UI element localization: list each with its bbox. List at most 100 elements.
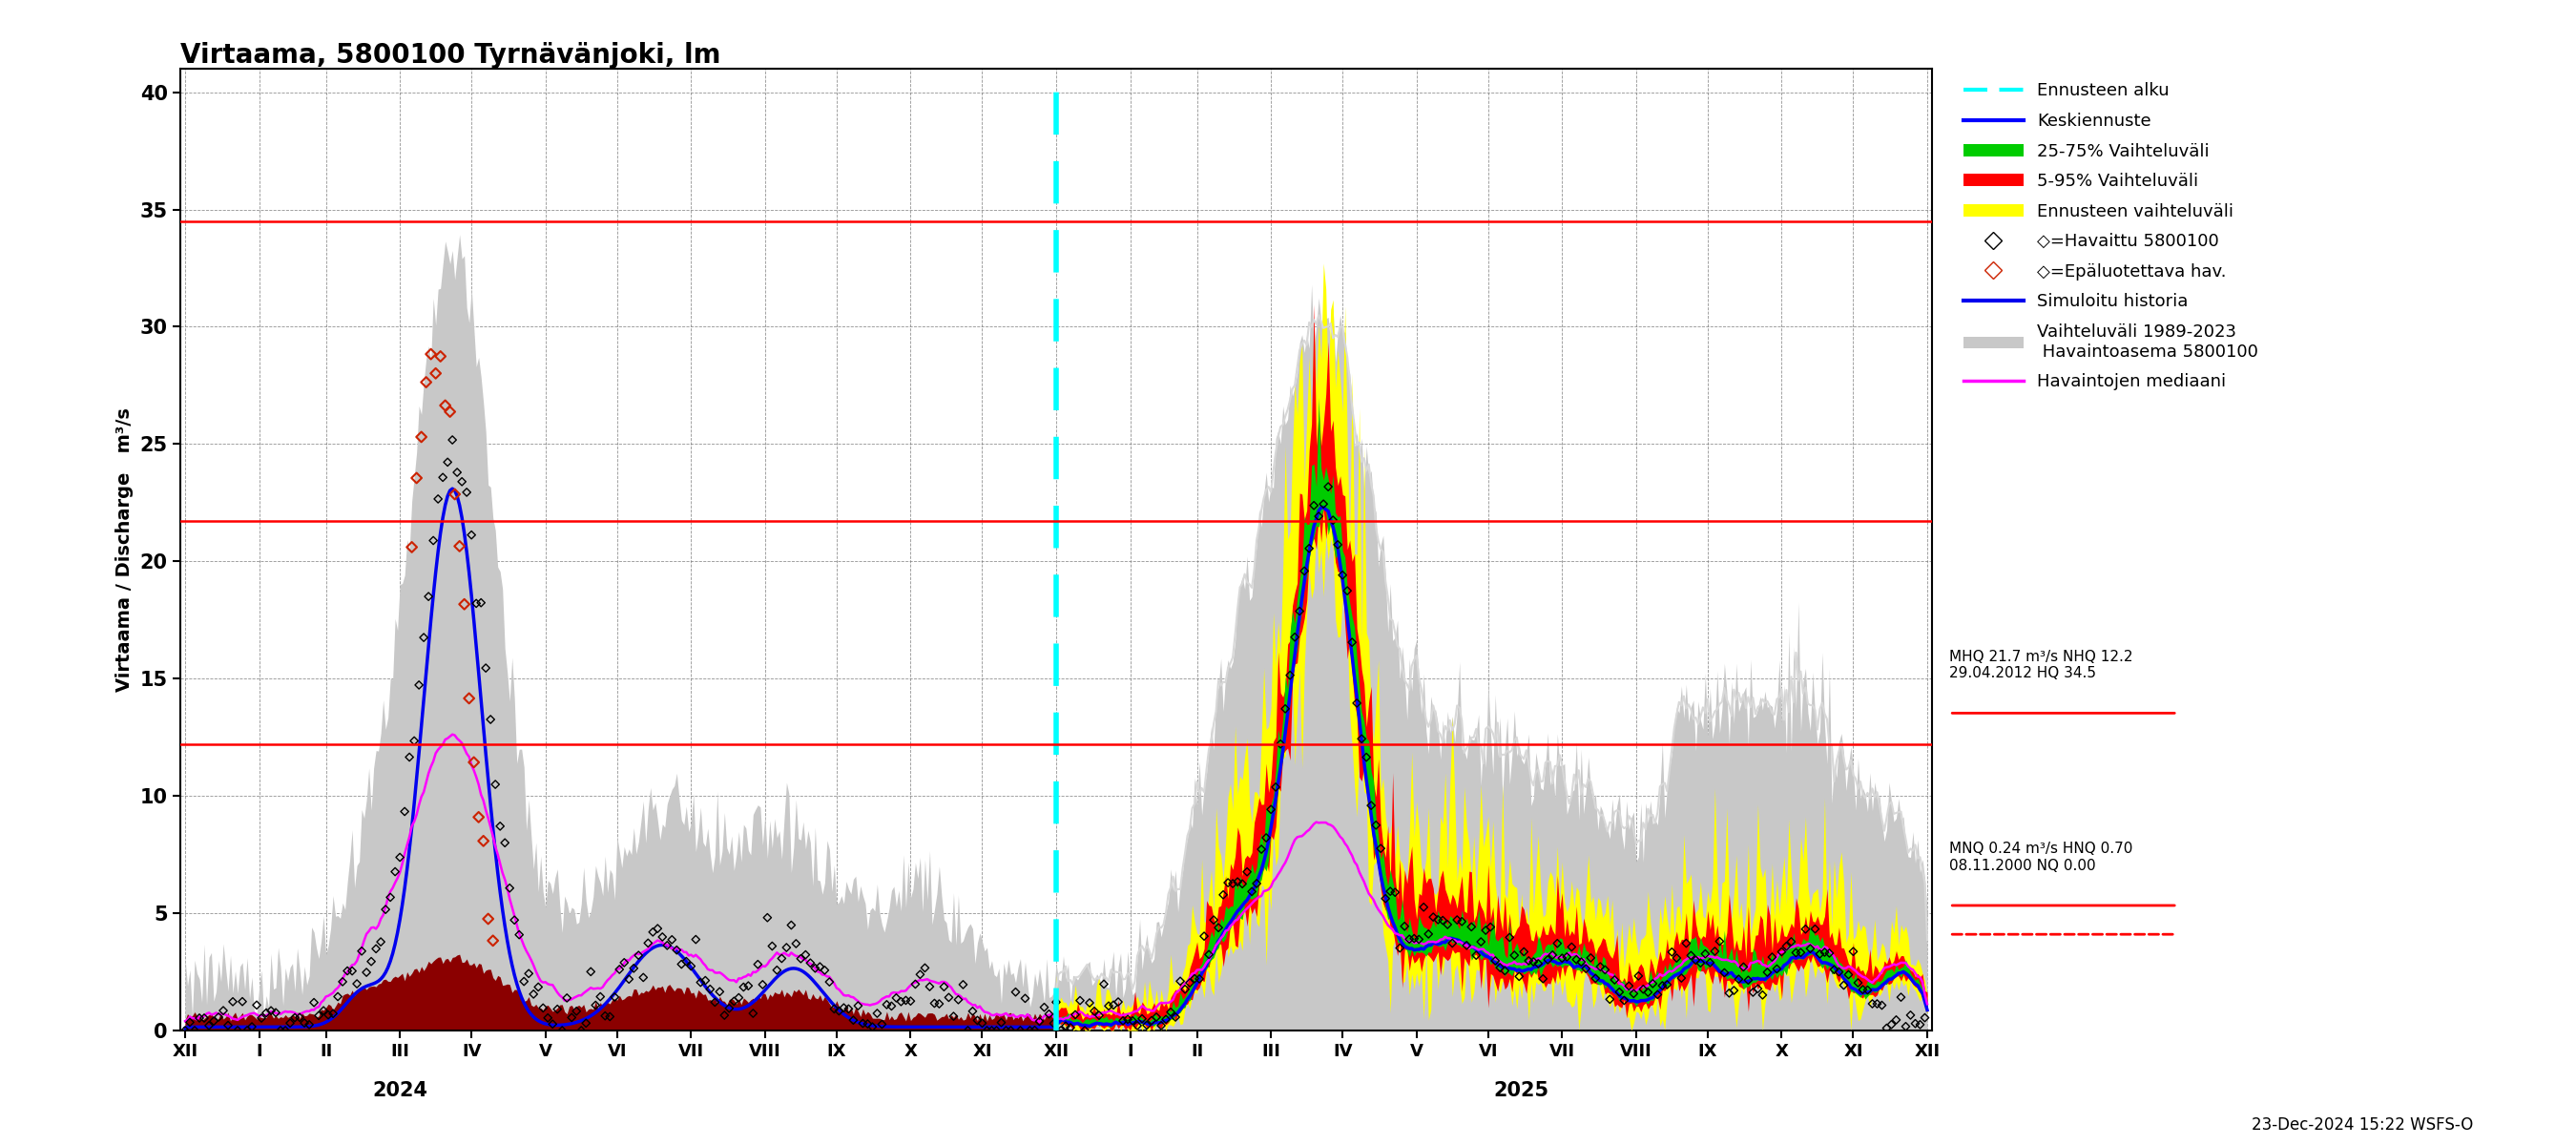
Point [1041, 1021, 1082, 1040]
Point [595, 988, 636, 1006]
Point [1847, 981, 1888, 1000]
Point [245, 1004, 286, 1022]
Point [1546, 948, 1587, 966]
Point [747, 908, 788, 926]
Point [317, 987, 358, 1005]
Point [858, 1004, 899, 1022]
Point [260, 1021, 301, 1040]
Point [1311, 511, 1352, 529]
Point [708, 1000, 750, 1018]
Point [876, 989, 917, 1008]
Point [1450, 917, 1492, 935]
Point [1680, 954, 1721, 972]
Point [1600, 982, 1641, 1001]
Point [714, 992, 755, 1010]
Point [837, 996, 878, 1014]
Point [433, 431, 474, 449]
Point [636, 919, 677, 938]
Point [1471, 918, 1512, 937]
Point [1667, 934, 1708, 953]
Point [443, 595, 484, 614]
Point [428, 453, 469, 472]
Point [809, 973, 850, 992]
Point [1875, 1011, 1917, 1029]
Point [1064, 1021, 1105, 1040]
Point [1517, 955, 1558, 973]
Point [1146, 1010, 1188, 1028]
Point [1690, 954, 1731, 972]
Point [680, 973, 721, 992]
Point [1087, 997, 1128, 1016]
Point [1182, 927, 1224, 946]
Point [1270, 666, 1311, 685]
Point [1473, 951, 1515, 970]
Point [1780, 943, 1821, 962]
Point [989, 1021, 1030, 1040]
Text: 23-Dec-2024 15:22 WSFS-O: 23-Dec-2024 15:22 WSFS-O [2251, 1116, 2473, 1134]
Point [278, 1009, 319, 1027]
Point [603, 954, 644, 972]
Point [1010, 1021, 1051, 1040]
Point [618, 946, 659, 964]
Point [312, 1004, 353, 1022]
Point [698, 982, 739, 1001]
Point [1623, 980, 1664, 998]
Point [757, 961, 799, 979]
Point [175, 1021, 216, 1040]
Point [1242, 840, 1283, 859]
Point [1651, 942, 1692, 961]
Point [1741, 986, 1783, 1004]
Point [909, 978, 951, 996]
Point [1097, 993, 1139, 1011]
Point [392, 538, 433, 556]
Point [696, 993, 737, 1011]
Point [466, 658, 507, 677]
Point [791, 954, 832, 972]
Point [198, 1008, 240, 1026]
Point [1904, 1009, 1945, 1027]
Point [502, 972, 544, 990]
Point [690, 980, 732, 998]
Point [1275, 627, 1316, 646]
Point [446, 483, 487, 502]
Point [536, 1000, 577, 1018]
Point [775, 934, 817, 953]
Point [1293, 496, 1334, 514]
Text: 2024: 2024 [371, 1081, 428, 1100]
Point [1579, 957, 1620, 976]
Point [675, 930, 716, 948]
Point [469, 710, 510, 728]
Point [1005, 989, 1046, 1008]
Point [1551, 938, 1592, 956]
Point [927, 988, 969, 1006]
Point [608, 970, 649, 988]
Point [1633, 974, 1674, 993]
Point [1370, 882, 1412, 900]
Point [1865, 1019, 1906, 1037]
Point [1388, 930, 1430, 948]
Point [770, 916, 811, 934]
Point [420, 347, 461, 365]
Point [237, 996, 278, 1014]
Point [345, 963, 386, 981]
Point [1785, 919, 1826, 938]
Point [966, 1021, 1007, 1040]
Point [528, 1009, 569, 1027]
Point [799, 957, 840, 976]
Point [781, 949, 822, 968]
Point [1837, 973, 1878, 992]
Point [1216, 872, 1257, 891]
Point [670, 957, 711, 976]
Point [1669, 946, 1710, 964]
Point [1662, 969, 1703, 987]
Point [350, 953, 392, 971]
Point [1131, 1011, 1172, 1029]
Point [1718, 970, 1759, 988]
Point [786, 946, 827, 964]
Point [938, 990, 979, 1009]
Point [685, 971, 726, 989]
Point [922, 978, 963, 996]
Point [1561, 953, 1602, 971]
Point [1221, 875, 1262, 893]
Point [1628, 984, 1669, 1002]
